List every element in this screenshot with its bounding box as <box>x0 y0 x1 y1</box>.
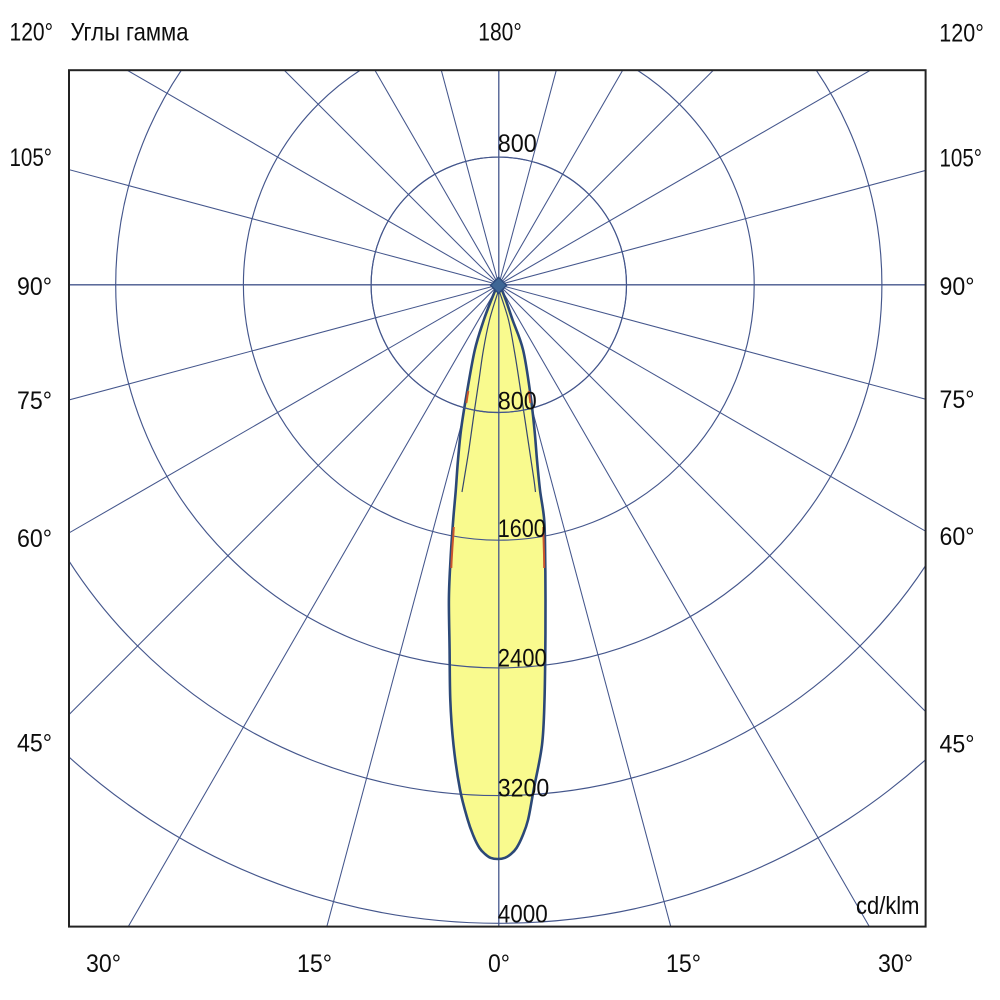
svg-text:2400: 2400 <box>498 646 547 673</box>
svg-text:45°: 45° <box>17 731 52 758</box>
svg-text:800: 800 <box>498 131 537 158</box>
svg-text:180°: 180° <box>478 20 522 47</box>
svg-text:105°: 105° <box>940 146 983 173</box>
svg-text:15°: 15° <box>297 951 332 978</box>
svg-text:15°: 15° <box>666 951 701 978</box>
svg-text:4000: 4000 <box>498 902 548 929</box>
svg-text:75°: 75° <box>17 388 52 415</box>
svg-text:30°: 30° <box>86 951 121 978</box>
svg-text:30°: 30° <box>878 951 913 978</box>
svg-text:60°: 60° <box>940 524 975 551</box>
svg-text:75°: 75° <box>940 387 975 414</box>
svg-text:Углы гамма: Углы гамма <box>71 20 189 47</box>
svg-text:3200: 3200 <box>498 776 550 803</box>
svg-text:45°: 45° <box>940 732 975 759</box>
svg-text:105°: 105° <box>10 145 53 172</box>
svg-text:60°: 60° <box>17 526 52 553</box>
svg-text:120°: 120° <box>939 21 984 48</box>
svg-text:800: 800 <box>498 389 537 416</box>
svg-text:cd/klm: cd/klm <box>856 893 920 920</box>
svg-text:120°: 120° <box>10 20 54 47</box>
svg-text:90°: 90° <box>940 274 975 301</box>
svg-text:1600: 1600 <box>498 516 546 543</box>
svg-text:90°: 90° <box>17 274 52 301</box>
svg-text:0°: 0° <box>488 951 510 978</box>
